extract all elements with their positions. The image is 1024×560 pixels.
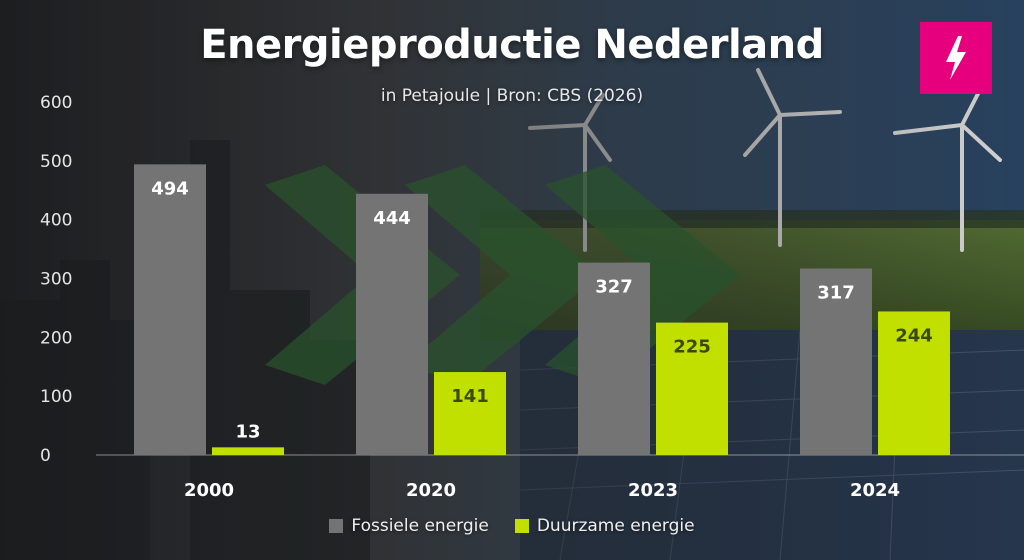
bar-fossil [134, 164, 206, 455]
data-label: 141 [451, 386, 489, 407]
legend-label-fossil: Fossiele energie [351, 516, 489, 536]
bar-fossil [800, 268, 872, 455]
y-tick-label: 300 [40, 270, 72, 290]
y-tick-label: 600 [40, 93, 72, 113]
bar-fossil [356, 193, 428, 455]
data-label: 327 [595, 277, 633, 298]
legend-item-renewable: Duurzame energie [514, 516, 695, 536]
y-tick-label: 200 [40, 328, 72, 348]
lightning-bolt-icon [946, 36, 966, 80]
data-label: 494 [151, 178, 189, 199]
data-label: 317 [817, 282, 855, 303]
data-label: 444 [373, 208, 411, 229]
x-category-label: 2024 [850, 480, 900, 501]
legend-label-renewable: Duurzame energie [536, 516, 695, 536]
y-tick-label: 500 [40, 152, 72, 172]
bar-renewable [656, 322, 728, 455]
x-category-label: 2023 [628, 480, 678, 501]
legend-item-fossil: Fossiele energie [329, 516, 489, 536]
legend-swatch-fossil [329, 519, 344, 533]
bar-renewable [434, 372, 506, 455]
y-tick-label: 100 [40, 387, 72, 407]
data-label: 225 [673, 337, 711, 358]
y-tick-label: 400 [40, 211, 72, 231]
chart-legend: Fossiele energie Duurzame energie [0, 516, 1024, 536]
brand-logo [920, 22, 992, 94]
bar-fossil [578, 262, 650, 455]
legend-swatch-renewable [514, 519, 529, 533]
data-label: 13 [235, 421, 260, 442]
chart-subtitle: in Petajoule | Bron: CBS (2026) [380, 86, 644, 106]
x-category-label: 2020 [406, 480, 456, 501]
bar-renewable [878, 311, 950, 455]
data-label: 244 [895, 325, 933, 346]
bar-renewable [212, 447, 284, 455]
y-tick-label: 0 [40, 446, 51, 466]
x-category-label: 2000 [184, 480, 234, 501]
chart-title: Energieproductie Nederland [200, 22, 824, 68]
